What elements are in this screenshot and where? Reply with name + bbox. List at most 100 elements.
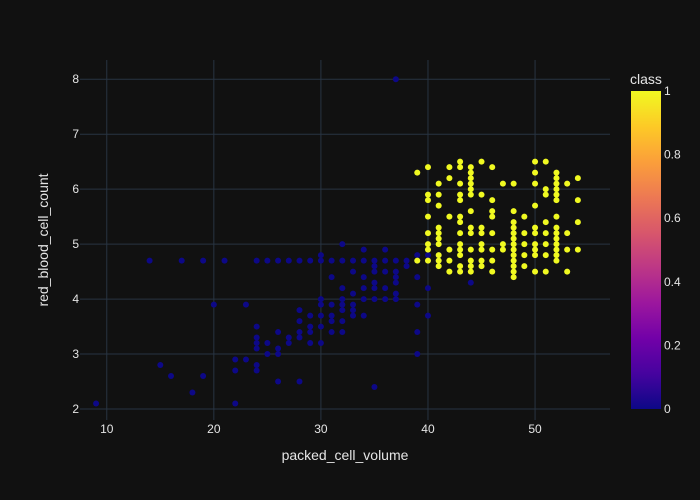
data-point [499,246,506,253]
data-point [435,230,442,237]
data-point [403,263,410,270]
data-point [424,164,431,171]
data-point [317,323,324,330]
data-point [264,257,271,264]
data-point [317,296,324,303]
data-point [275,345,282,352]
data-point [339,329,346,336]
data-point [307,340,314,347]
data-point [457,246,464,253]
data-point [489,246,496,253]
data-point [446,164,453,171]
data-point [532,202,539,209]
data-point [424,246,431,253]
data-point [328,274,335,281]
colorbar: class 0 0.2 0.4 0.6 0.8 1 [630,71,681,416]
data-point [328,329,335,336]
colorbar-title: class [630,71,662,87]
data-point [414,169,421,176]
data-point [553,235,560,242]
colorbar-tick-label: 0.4 [664,275,681,289]
data-point [478,191,485,198]
data-point [328,312,335,319]
data-point [339,301,346,308]
data-point [574,246,581,253]
data-point [467,268,474,275]
data-point [242,356,249,363]
data-point [574,175,581,182]
data-point [553,191,560,198]
x-tick-label: 50 [528,422,542,436]
data-point [424,241,431,248]
data-point [532,180,539,187]
data-point [510,219,517,226]
data-point [360,296,367,303]
data-point [392,290,399,297]
colorbar-tick-label: 0 [664,402,671,416]
data-point [532,230,539,237]
data-point [242,301,249,308]
data-point [489,268,496,275]
data-point [467,191,474,198]
data-point [371,279,378,286]
data-point [296,329,303,336]
data-point [414,252,421,259]
data-point [510,235,517,242]
data-point [307,323,314,330]
data-point [371,263,378,270]
data-point [467,180,474,187]
data-point [424,257,431,264]
data-point [435,191,442,198]
data-point [489,230,496,237]
data-point [489,257,496,264]
data-point [371,257,378,264]
data-point [467,224,474,231]
x-tick-label: 10 [100,422,114,436]
y-tick-label: 2 [72,402,79,416]
data-point [317,312,324,319]
data-point [478,246,485,253]
data-point [296,378,303,385]
colorbar-tick-label: 0.2 [664,338,681,352]
data-point [510,257,517,264]
data-point [553,213,560,220]
data-point [382,285,389,292]
data-point [317,252,324,259]
data-point [467,230,474,237]
data-point [553,246,560,253]
data-point [253,345,260,352]
data-point [424,312,431,319]
data-point [478,263,485,270]
data-point [392,274,399,281]
y-tick-label: 4 [72,292,79,306]
data-point [350,257,357,264]
data-point [467,164,474,171]
data-point [93,400,100,407]
data-point [467,186,474,193]
data-points [93,76,581,407]
data-point [435,263,442,270]
data-point [424,191,431,198]
data-point [221,257,228,264]
data-point [317,301,324,308]
data-point [371,384,378,391]
data-point [489,213,496,220]
data-point [253,367,260,374]
data-point [457,241,464,248]
data-point [146,257,153,264]
data-point [542,219,549,226]
data-point [360,257,367,264]
data-point [499,180,506,187]
data-point [424,252,431,259]
data-point [532,246,539,253]
data-point [542,268,549,275]
data-point [510,241,517,248]
data-point [446,175,453,182]
data-point [542,191,549,198]
y-tick-label: 3 [72,347,79,361]
data-point [253,334,260,341]
data-point [339,257,346,264]
data-point [467,169,474,176]
y-tick-label: 8 [72,72,79,86]
data-point [382,268,389,275]
